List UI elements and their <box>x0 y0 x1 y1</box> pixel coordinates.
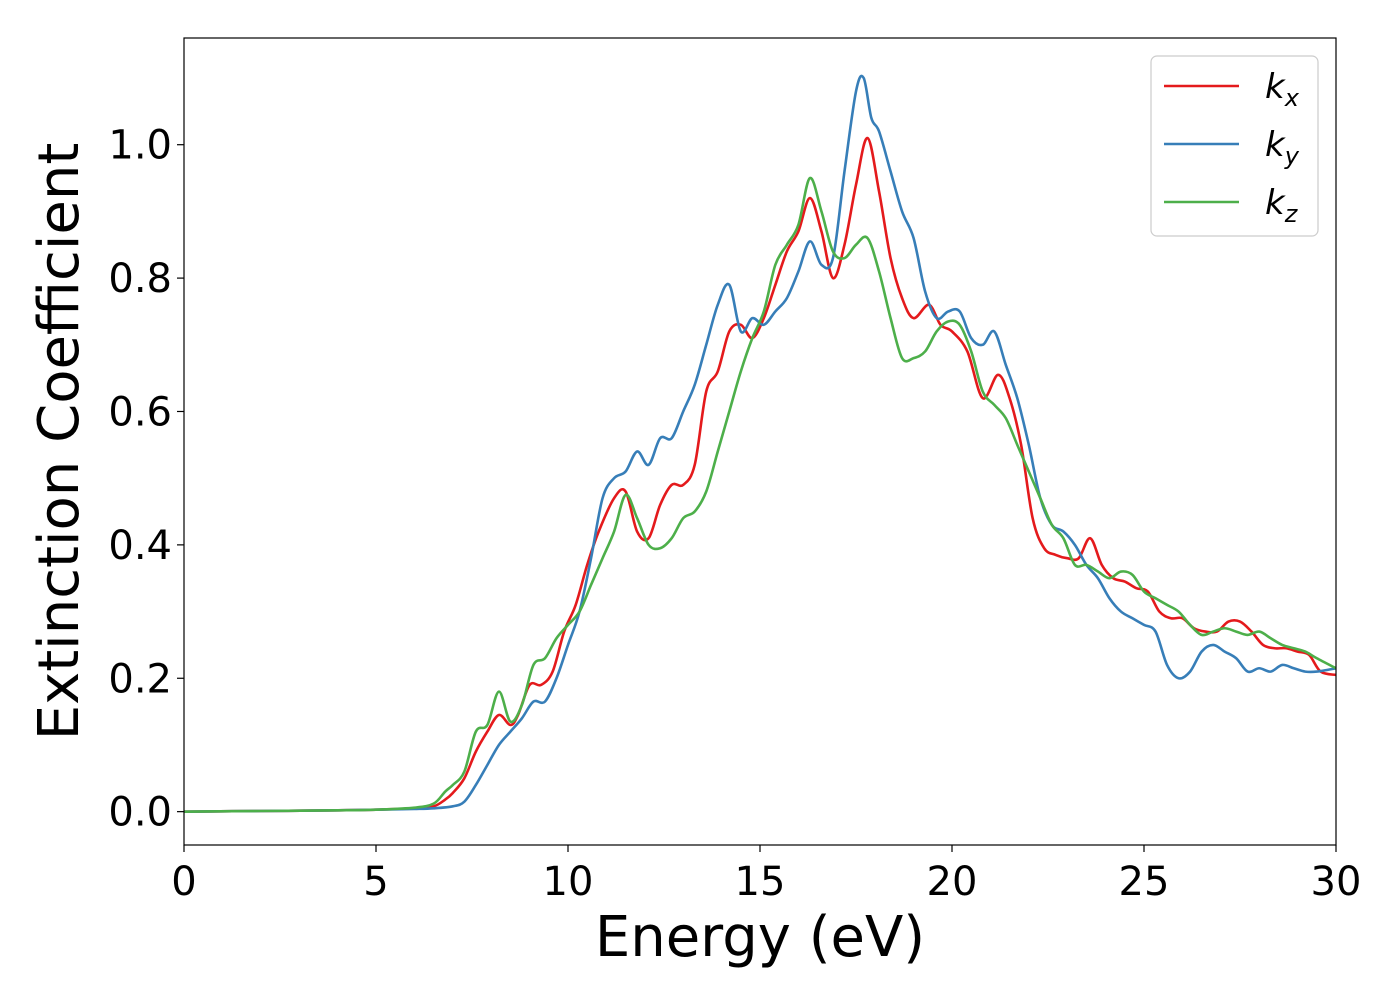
x-tick-label: 15 <box>735 859 786 905</box>
series-line-ky <box>184 74 1336 813</box>
y-axis-label: Extinction Coefficient <box>27 143 92 741</box>
x-tick-label: 20 <box>927 859 978 905</box>
y-tick-label: 0.4 <box>108 523 172 569</box>
x-tick-label: 30 <box>1311 859 1362 905</box>
plot-lines <box>184 74 1336 813</box>
x-tick-label: 25 <box>1119 859 1170 905</box>
legend-box <box>1150 55 1319 237</box>
x-tick-label: 5 <box>363 859 388 905</box>
series-line-kx <box>184 136 1336 813</box>
x-axis-label: Energy (eV) <box>595 905 925 970</box>
y-tick-label: 0.8 <box>108 256 172 302</box>
y-tick-label: 0.2 <box>108 656 172 702</box>
x-axis: 0 5 10 15 20 25 30 <box>171 845 1361 905</box>
x-tick-label: 0 <box>171 859 196 905</box>
x-tick-label: 10 <box>543 859 594 905</box>
y-tick-label: 0.6 <box>108 389 172 435</box>
series-line-kz <box>184 176 1336 813</box>
y-axis: 0.0 0.2 0.4 0.6 0.8 1.0 <box>108 123 184 836</box>
y-tick-label: 1.0 <box>108 123 172 169</box>
y-tick-label: 0.0 <box>108 790 172 836</box>
